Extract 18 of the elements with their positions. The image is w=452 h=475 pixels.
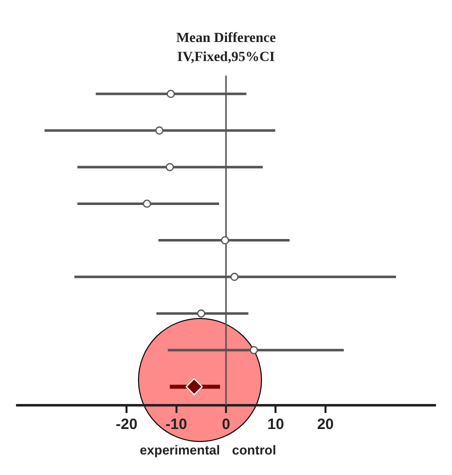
point [186,378,203,396]
x-tick-label: -20 [116,416,138,434]
x-tick-label: 20 [317,416,334,434]
x-tick-label: 0 [222,416,230,434]
point [142,200,152,208]
point [166,90,175,98]
point [220,236,230,244]
chart-title: Mean Difference [176,31,276,46]
point [230,272,239,281]
text: control [232,442,276,458]
x-tick-label: 10 [267,416,284,434]
point [166,163,174,172]
text: experimental [140,442,220,458]
chart-subtitle: IV,Fixed,95%CI [177,50,275,65]
point [155,126,164,135]
x-tick-label: -10 [165,416,188,434]
point [197,309,206,318]
point [250,346,258,354]
